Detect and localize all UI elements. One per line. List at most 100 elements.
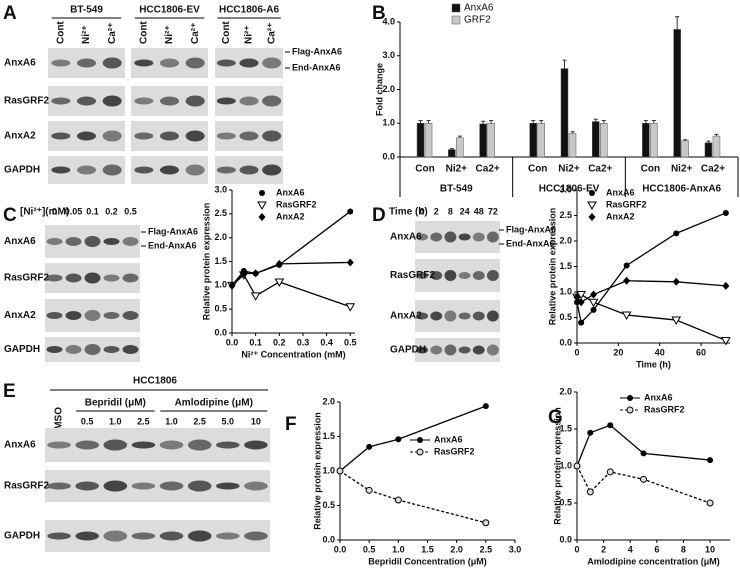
error-bar	[418, 120, 423, 124]
point	[576, 291, 586, 300]
blot-band	[76, 165, 97, 175]
x-tick-label: 8	[681, 544, 686, 554]
legend-label: AnxA6	[644, 392, 673, 402]
y-axis-label: Relative protein expression	[312, 412, 322, 530]
row-label: AnxA2	[4, 310, 36, 321]
point	[586, 488, 594, 496]
blot-band	[51, 59, 71, 67]
legend-label: AnxA2	[276, 211, 305, 221]
x-axis-label: Ni²⁺ Concentration (mM)	[241, 349, 345, 359]
point	[640, 475, 648, 483]
y-tick-label: 0.5	[322, 500, 335, 510]
x-axis-label: Time (h)	[636, 359, 671, 369]
row-label: AnxA6	[4, 58, 36, 69]
point	[574, 299, 580, 306]
blot-band	[187, 439, 212, 451]
group-label: BT-549	[440, 184, 473, 195]
legend-label: AnxA6	[606, 187, 635, 197]
bar	[537, 123, 545, 158]
blot-band	[458, 233, 471, 241]
blot-band	[103, 238, 120, 245]
lane-label: Ni²⁺	[81, 25, 92, 44]
point	[346, 258, 354, 267]
blot-band	[430, 271, 443, 280]
point	[336, 467, 344, 475]
row-label: AnxA6	[4, 236, 36, 247]
point	[607, 422, 614, 429]
blot-band	[444, 231, 457, 243]
point	[673, 230, 680, 237]
point	[707, 457, 714, 464]
y-tick-label: 2.0	[559, 235, 572, 245]
blot-band	[65, 237, 82, 246]
y-tick-label: 1.0	[382, 118, 395, 128]
group-label: HCC1806-AnxA6	[642, 184, 721, 195]
point	[482, 519, 490, 527]
x-axis-label: Bepridil Concentration (μM)	[368, 556, 487, 566]
blot-band	[262, 57, 282, 69]
blot-band	[134, 132, 154, 140]
legend-label: RasGRF2	[644, 404, 685, 414]
blot-band	[84, 344, 101, 355]
blot-header: [Ni²⁺](mM)	[20, 207, 69, 218]
blot-band	[75, 440, 99, 450]
x-tick-label: 3.0	[509, 544, 522, 554]
error-bar	[489, 120, 494, 124]
legend-label: RasGRF2	[606, 199, 647, 209]
point	[250, 292, 261, 301]
y-tick-label: 1.5	[559, 261, 572, 271]
x-tick-label: Con	[415, 164, 434, 175]
blot-strip	[415, 338, 500, 362]
blot-band	[262, 95, 282, 107]
x-tick-label: 40	[655, 347, 665, 357]
panel-letter: D	[372, 205, 386, 226]
y-axis-label: Fold change	[374, 63, 384, 116]
row-label: GAPDH	[4, 531, 40, 542]
x-tick-label: 10	[705, 544, 715, 554]
x-tick-label: 0.0	[226, 337, 239, 347]
point	[640, 450, 647, 457]
panel-letter: A	[3, 3, 17, 24]
row-label: GAPDH	[4, 344, 40, 355]
x-tick-label: 0.2	[273, 337, 286, 347]
x-tick-label: 0.5	[344, 337, 357, 347]
lane-label: 0	[52, 206, 57, 216]
y-axis-label: Relative protein expression	[552, 407, 562, 525]
point	[590, 306, 597, 313]
lane-label: 48	[474, 206, 484, 216]
blot-band	[262, 164, 282, 176]
blot-band	[430, 345, 443, 355]
blot-band	[76, 131, 97, 141]
blot-band	[486, 231, 499, 243]
y-axis-label: Relative protein expression	[201, 203, 211, 321]
panel-letter: F	[285, 414, 297, 435]
blot-band	[51, 166, 71, 174]
blot-strip	[415, 300, 500, 332]
row-label: GAPDH	[4, 165, 40, 176]
blot-band	[216, 482, 240, 490]
lane-label: 2.5	[137, 416, 150, 426]
x-tick-label: 2	[601, 544, 606, 554]
x-tick-label: 0	[574, 347, 579, 357]
blot-band	[244, 440, 268, 450]
y-tick-label: 0.0	[214, 327, 227, 337]
blot-band	[84, 236, 101, 247]
blot-band	[244, 531, 268, 541]
legend-swatch	[451, 15, 461, 25]
x-tick-label: Ni2+	[446, 164, 468, 175]
blot-band	[159, 531, 184, 541]
blot-band	[102, 95, 122, 107]
blot-band	[76, 58, 97, 68]
series-line	[231, 273, 351, 308]
lane-label: 0	[420, 206, 425, 216]
bar	[448, 149, 456, 158]
series-line	[339, 405, 487, 472]
y-tick-label: 0.5	[214, 304, 227, 314]
y-tick-label: 1.5	[559, 423, 572, 433]
bar	[487, 123, 495, 158]
blot-band	[262, 130, 282, 142]
y-tick-label: 0.0	[382, 151, 395, 161]
row-label: AnxA2	[4, 131, 36, 142]
group-label: HCC1806-A6	[219, 5, 279, 16]
